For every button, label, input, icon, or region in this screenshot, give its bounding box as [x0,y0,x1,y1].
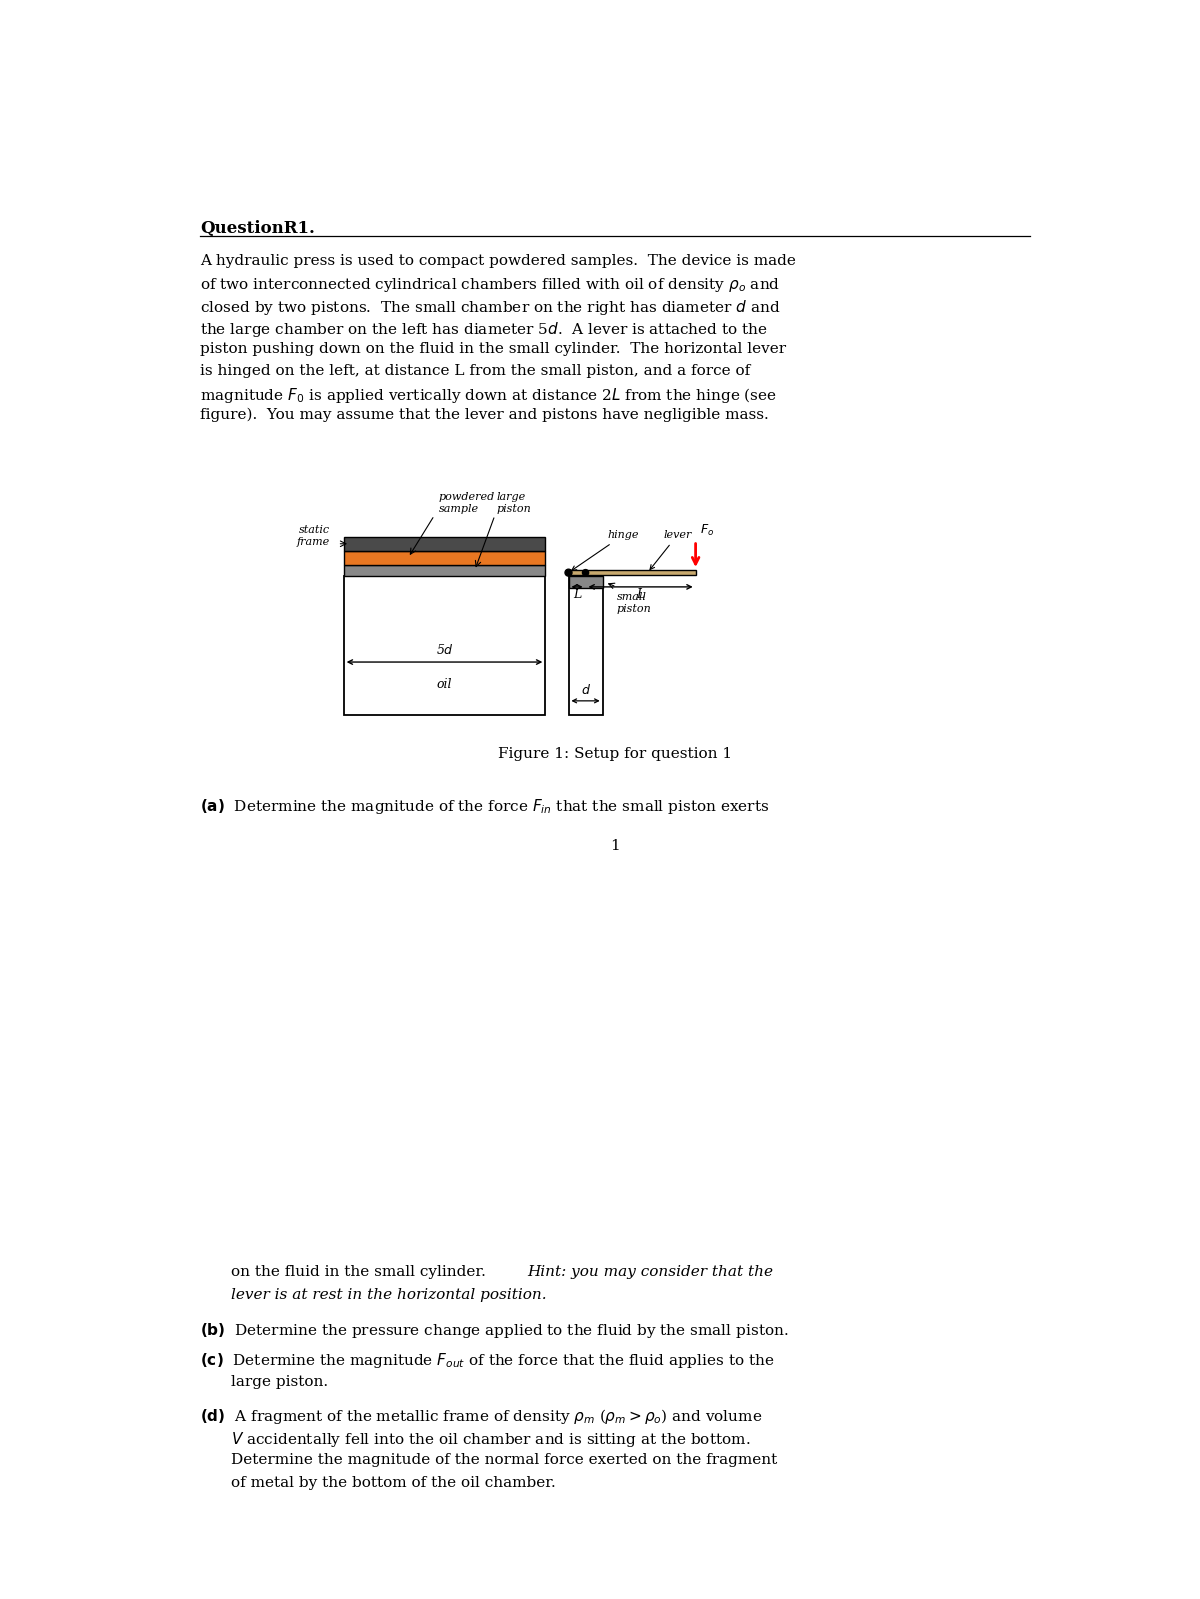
Text: 1: 1 [610,839,620,854]
Text: powdered
sample: powdered sample [438,492,494,513]
Text: QuestionR1.: QuestionR1. [200,221,316,237]
Text: L: L [636,588,644,601]
Text: closed by two pistons.  The small chamber on the right has diameter $d$ and: closed by two pistons. The small chamber… [200,297,781,317]
Text: is hinged on the left, at distance L from the small piston, and a force of: is hinged on the left, at distance L fro… [200,365,751,377]
Bar [343,576,545,715]
Text: $\mathbf{(c)}$  Determine the magnitude $F_{out}$ of the force that the fluid ap: $\mathbf{(c)}$ Determine the magnitude $… [200,1351,775,1370]
Bar [569,576,602,715]
Text: 5$d$: 5$d$ [436,643,454,657]
Text: lever: lever [650,531,691,569]
Text: $\mathbf{(a)}$  Determine the magnitude of the force $F_{in}$ that the small pis: $\mathbf{(a)}$ Determine the magnitude o… [200,796,769,815]
Text: the large chamber on the left has diameter 5$d$.  A lever is attached to the: the large chamber on the left has diamet… [200,320,768,339]
Bar [343,564,545,576]
Text: $F_o$: $F_o$ [701,523,714,537]
Text: small
piston: small piston [617,592,652,614]
Text: of metal by the bottom of the oil chamber.: of metal by the bottom of the oil chambe… [232,1476,556,1490]
Text: hinge: hinge [572,531,638,571]
Bar [569,576,602,588]
Text: oil: oil [437,678,452,691]
Text: large
piston: large piston [497,492,532,513]
Text: $\mathbf{(b)}$  Determine the pressure change applied to the fluid by the small : $\mathbf{(b)}$ Determine the pressure ch… [200,1321,788,1340]
Text: Determine the magnitude of the normal force exerted on the fragment: Determine the magnitude of the normal fo… [232,1453,778,1468]
Bar [569,569,696,576]
Bar [343,537,545,550]
Text: large piston.: large piston. [232,1375,329,1388]
Text: $V$ accidentally fell into the oil chamber and is sitting at the bottom.: $V$ accidentally fell into the oil chamb… [232,1430,751,1449]
Text: of two interconnected cylindrical chambers filled with oil of density $\rho_o$ a: of two interconnected cylindrical chambe… [200,277,780,294]
Text: Hint: you may consider that the: Hint: you may consider that the [528,1265,774,1279]
Circle shape [565,569,572,576]
Text: piston pushing down on the fluid in the small cylinder.  The horizontal lever: piston pushing down on the fluid in the … [200,342,786,357]
Text: on the fluid in the small cylinder.: on the fluid in the small cylinder. [232,1265,496,1279]
Text: static
frame: static frame [296,524,330,547]
Text: Figure 1: Setup for question 1: Figure 1: Setup for question 1 [498,747,732,761]
Text: $d$: $d$ [581,683,590,697]
Bar [343,550,545,564]
Circle shape [582,569,589,576]
Text: figure).  You may assume that the lever and pistons have negligible mass.: figure). You may assume that the lever a… [200,408,769,422]
Text: magnitude $F_0$ is applied vertically down at distance 2$L$ from the hinge (see: magnitude $F_0$ is applied vertically do… [200,385,778,405]
Text: A hydraulic press is used to compact powdered samples.  The device is made: A hydraulic press is used to compact pow… [200,254,797,269]
Text: lever is at rest in the horizontal position.: lever is at rest in the horizontal posit… [232,1289,547,1302]
Text: L: L [572,588,581,601]
Text: $\mathbf{(d)}$  A fragment of the metallic frame of density $\rho_m$ ($\rho_m > : $\mathbf{(d)}$ A fragment of the metalli… [200,1407,763,1426]
